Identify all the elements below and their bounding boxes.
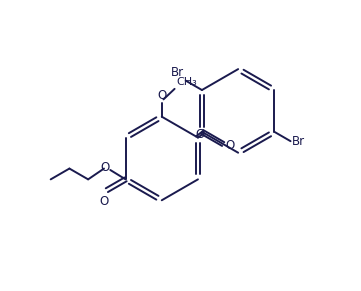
Text: O: O — [99, 195, 109, 208]
Text: CH₃: CH₃ — [176, 77, 197, 87]
Text: Br: Br — [292, 135, 305, 148]
Text: O: O — [157, 89, 166, 102]
Text: O: O — [100, 162, 109, 175]
Text: O: O — [225, 139, 234, 152]
Text: Br: Br — [171, 66, 184, 79]
Text: O: O — [195, 129, 204, 141]
